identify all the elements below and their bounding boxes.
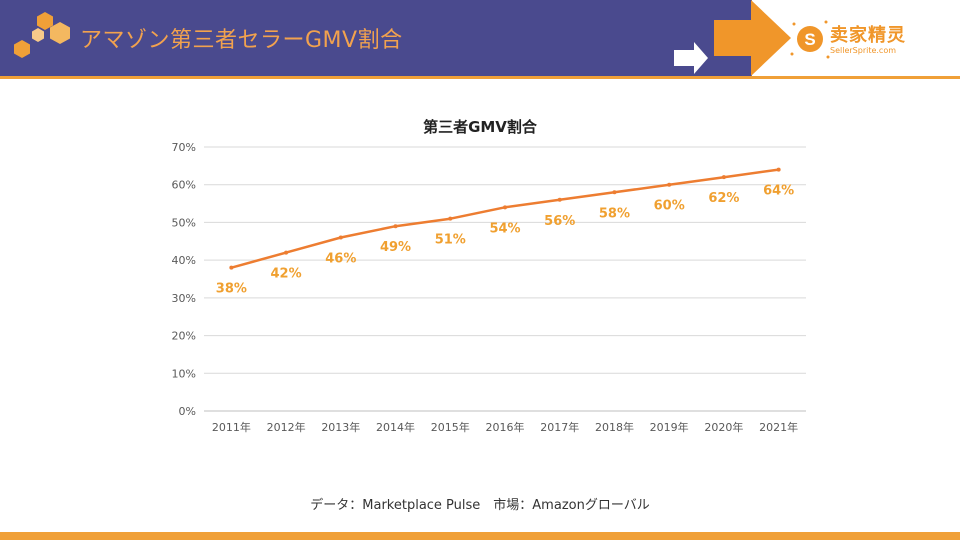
source-note: データ：Marketplace Pulse 市場：Amazonグローバル bbox=[310, 498, 650, 513]
data-label: 49% bbox=[380, 240, 411, 255]
data-label: 51% bbox=[435, 233, 466, 248]
x-tick-label: 2013年 bbox=[321, 420, 360, 434]
x-tick-label: 2017年 bbox=[540, 420, 579, 434]
y-tick-label: 20% bbox=[172, 330, 196, 343]
x-axis-ticks: 2011年 2012年 2013年 2014年 2015年 2016年 2017年 2018年… bbox=[212, 420, 798, 434]
data-point bbox=[667, 182, 672, 187]
data-point bbox=[776, 167, 781, 172]
hexagon-logo-icon bbox=[14, 12, 70, 58]
data-point bbox=[557, 197, 562, 202]
brand-panel bbox=[751, 0, 960, 76]
data-label: 64% bbox=[763, 184, 794, 199]
brand-name-en: SellerSprite.com bbox=[830, 46, 897, 55]
x-tick-label: 2014年 bbox=[376, 420, 415, 434]
data-point bbox=[503, 205, 507, 210]
svg-text:S: S bbox=[804, 30, 815, 49]
x-tick-label: 2020年 bbox=[704, 420, 743, 434]
x-tick-label: 2011年 bbox=[212, 420, 251, 434]
sellersprite-logo-icon: S bbox=[790, 20, 830, 59]
y-tick-label: 70% bbox=[172, 141, 196, 154]
gridlines bbox=[204, 146, 806, 412]
brand-chevron-icon bbox=[751, 0, 791, 76]
data-point bbox=[229, 265, 234, 270]
x-tick-label: 2019年 bbox=[650, 420, 689, 434]
data-point bbox=[612, 190, 617, 195]
footer-bar bbox=[0, 532, 960, 540]
y-tick-label: 50% bbox=[172, 216, 196, 229]
data-point bbox=[448, 216, 453, 221]
y-tick-label: 10% bbox=[172, 367, 196, 380]
y-tick-label: 30% bbox=[172, 292, 196, 305]
data-label: 62% bbox=[708, 191, 739, 206]
x-tick-label: 2012年 bbox=[267, 420, 306, 434]
brand-logo: S 卖家精灵 SellerSprite.com bbox=[790, 14, 950, 66]
x-tick-label: 2021年 bbox=[759, 420, 798, 434]
x-tick-label: 2018年 bbox=[595, 420, 634, 434]
brand-name-cn: 卖家精灵 bbox=[830, 25, 906, 46]
x-tick-label: 2016年 bbox=[486, 420, 525, 434]
data-label: 46% bbox=[325, 252, 356, 267]
data-point bbox=[284, 250, 289, 255]
y-tick-label: 0% bbox=[179, 405, 196, 418]
y-axis-ticks: 0% 10% 20% 30% 40% 50% 60% 70% bbox=[172, 141, 196, 418]
y-tick-label: 60% bbox=[172, 179, 196, 192]
y-tick-label: 40% bbox=[172, 254, 196, 267]
data-label: 54% bbox=[489, 221, 520, 236]
data-label: 56% bbox=[544, 214, 575, 229]
data-label: 38% bbox=[216, 282, 247, 297]
data-label: 42% bbox=[271, 267, 302, 282]
x-tick-label: 2015年 bbox=[431, 420, 470, 434]
data-point bbox=[338, 235, 343, 240]
data-label: 58% bbox=[599, 206, 630, 221]
data-labels: 38% 42% 46% 49% 51% 54% 56% 58% 60% 62% 64% bbox=[216, 167, 794, 297]
header-rule bbox=[0, 76, 960, 79]
data-label: 60% bbox=[654, 199, 685, 214]
chart-title: 第三者GMV割合 bbox=[423, 118, 537, 136]
data-point bbox=[721, 175, 726, 180]
data-point bbox=[393, 224, 398, 229]
slide-title: アマゾン第三者セラーGMV割合 bbox=[80, 28, 403, 53]
